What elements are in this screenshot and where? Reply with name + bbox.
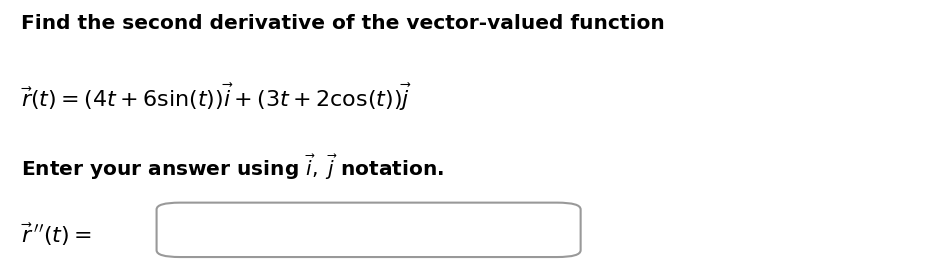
FancyBboxPatch shape	[157, 203, 581, 257]
Text: Find the second derivative of the vector-valued function: Find the second derivative of the vector…	[21, 14, 665, 33]
Text: Enter your answer using $\vec{i},\ \vec{j}$ notation.: Enter your answer using $\vec{i},\ \vec{…	[21, 152, 444, 182]
Text: $\vec{r}(t) = (4t + 6\sin(t))\vec{i} + (3t + 2\cos(t))\vec{j}$: $\vec{r}(t) = (4t + 6\sin(t))\vec{i} + (…	[21, 82, 412, 113]
Text: $\vec{r}\,''(t) =$: $\vec{r}\,''(t) =$	[21, 222, 91, 248]
